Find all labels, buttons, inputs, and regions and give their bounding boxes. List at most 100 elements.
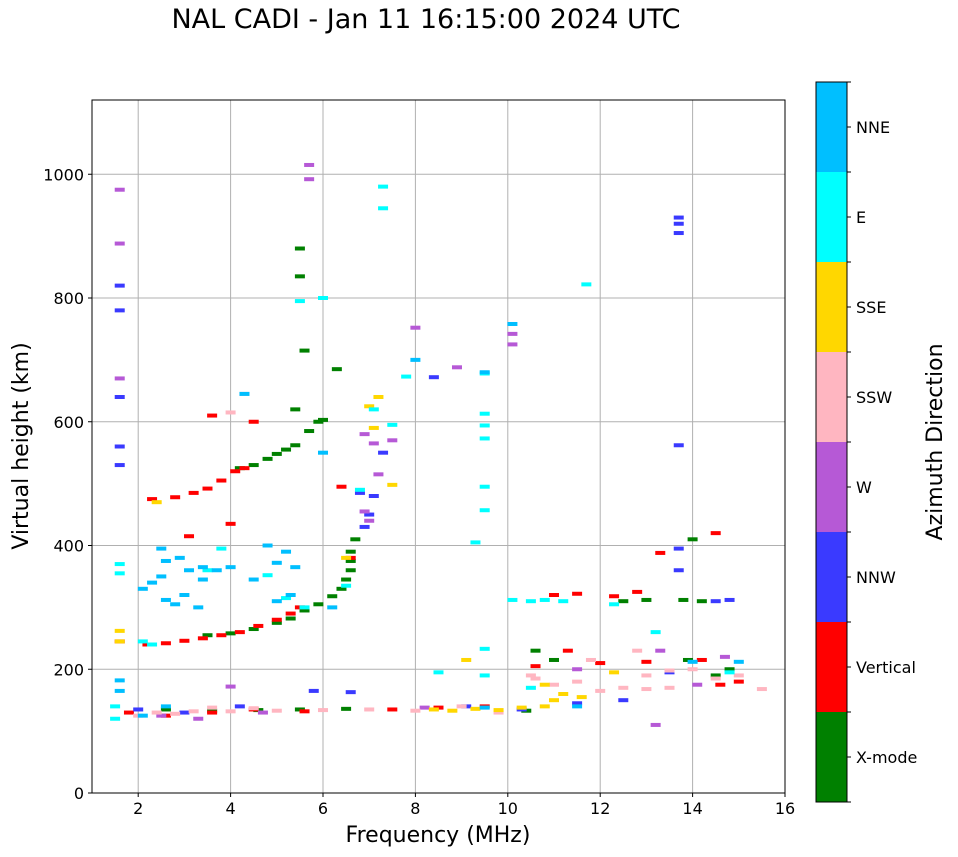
point-vertical: [299, 709, 310, 714]
point-vertical: [710, 531, 721, 536]
point-ssw: [410, 708, 421, 713]
point-sse: [428, 707, 439, 712]
point-x-mode: [336, 586, 347, 591]
point-nne: [160, 597, 171, 602]
point-e: [470, 540, 481, 545]
point-nne: [318, 450, 328, 455]
x-axis-ticks: 2 4 6 8 10 12 14 16: [133, 793, 795, 818]
point-nnw: [572, 701, 583, 706]
point-nnw: [114, 308, 125, 313]
point-sse: [609, 670, 620, 675]
point-vertical: [239, 466, 250, 471]
point-x-mode: [331, 367, 342, 372]
point-e: [479, 673, 490, 678]
point-sse: [539, 704, 550, 709]
point-nnw: [133, 707, 144, 712]
point-e: [299, 605, 310, 610]
x-tick-label: 8: [410, 799, 420, 818]
point-ssw: [248, 706, 259, 711]
point-nnw: [368, 494, 379, 498]
point-ssw: [641, 673, 652, 678]
point-nne: [137, 586, 148, 591]
point-w: [364, 518, 375, 523]
point-x-mode: [696, 599, 707, 604]
point-e: [558, 599, 569, 604]
point-nnw: [359, 524, 370, 529]
point-nne: [174, 555, 185, 560]
point-vertical: [147, 497, 158, 502]
point-vertical: [609, 594, 620, 599]
point-ssw: [225, 410, 236, 415]
point-vertical: [207, 413, 218, 418]
point-vertical: [271, 617, 282, 622]
point-ssw: [756, 687, 767, 692]
point-x-mode: [341, 706, 352, 711]
point-e: [114, 571, 125, 576]
point-w: [692, 682, 703, 687]
point-vertical: [234, 630, 245, 635]
point-vertical: [253, 623, 264, 628]
point-vertical: [216, 478, 227, 483]
point-w: [650, 722, 661, 727]
point-nne: [137, 713, 148, 718]
point-nnw: [673, 568, 684, 573]
y-axis-ticks: 0 200 400 600 800 1000: [43, 165, 92, 803]
point-e: [294, 299, 305, 304]
colorbar-swatch-x-mode: [816, 712, 847, 802]
point-x-mode: [687, 537, 698, 542]
point-w: [410, 325, 421, 330]
point-nne: [170, 602, 181, 607]
point-e: [341, 583, 352, 588]
point-w: [451, 365, 462, 370]
point-ssw: [664, 668, 675, 673]
point-ssw: [364, 707, 375, 712]
point-x-mode: [271, 620, 282, 625]
point-nne: [281, 549, 292, 554]
point-ssw: [493, 710, 504, 715]
point-ssw: [710, 676, 721, 681]
point-x-mode: [299, 608, 310, 613]
point-w: [359, 509, 370, 514]
point-x-mode: [641, 597, 652, 602]
x-tick-label: 16: [775, 799, 795, 818]
point-nnw: [364, 512, 375, 517]
point-x-mode: [290, 407, 301, 412]
point-e: [479, 508, 490, 513]
point-e: [724, 670, 735, 675]
point-nnw: [673, 546, 684, 551]
point-nnw: [428, 375, 439, 380]
point-w: [507, 331, 518, 336]
point-vertical: [632, 589, 643, 594]
point-x-mode: [294, 246, 305, 251]
point-w: [368, 441, 379, 446]
point-nne: [114, 678, 125, 683]
point-ssw: [572, 679, 583, 684]
point-nne: [156, 574, 167, 579]
point-sse: [151, 500, 162, 505]
point-x-mode: [549, 657, 559, 662]
colorbar-swatch-nne: [816, 82, 847, 172]
colorbar: X-mode Vertical NNW W SSW SSE E NNE: [815, 81, 917, 803]
colorbar-tick-label: SSW: [856, 388, 892, 407]
point-nnw: [710, 599, 721, 604]
point-vertical: [530, 664, 541, 669]
point-vertical: [216, 633, 227, 638]
colorbar-tick-label: NNE: [856, 118, 890, 137]
point-e: [354, 487, 365, 492]
point-nnw: [724, 597, 735, 602]
colorbar-tick-label: X-mode: [856, 748, 917, 767]
x-tick-label: 12: [590, 799, 610, 818]
point-e: [216, 546, 227, 551]
point-ssw: [225, 709, 236, 714]
point-ssw: [271, 708, 282, 713]
point-x-mode: [248, 463, 259, 468]
point-e: [262, 573, 273, 578]
point-sse: [114, 628, 125, 633]
point-e: [137, 639, 148, 644]
point-vertical: [549, 593, 559, 597]
point-nne: [687, 659, 698, 664]
x-tick-label: 2: [133, 799, 143, 818]
point-nne: [271, 599, 282, 604]
point-sse: [364, 404, 375, 409]
